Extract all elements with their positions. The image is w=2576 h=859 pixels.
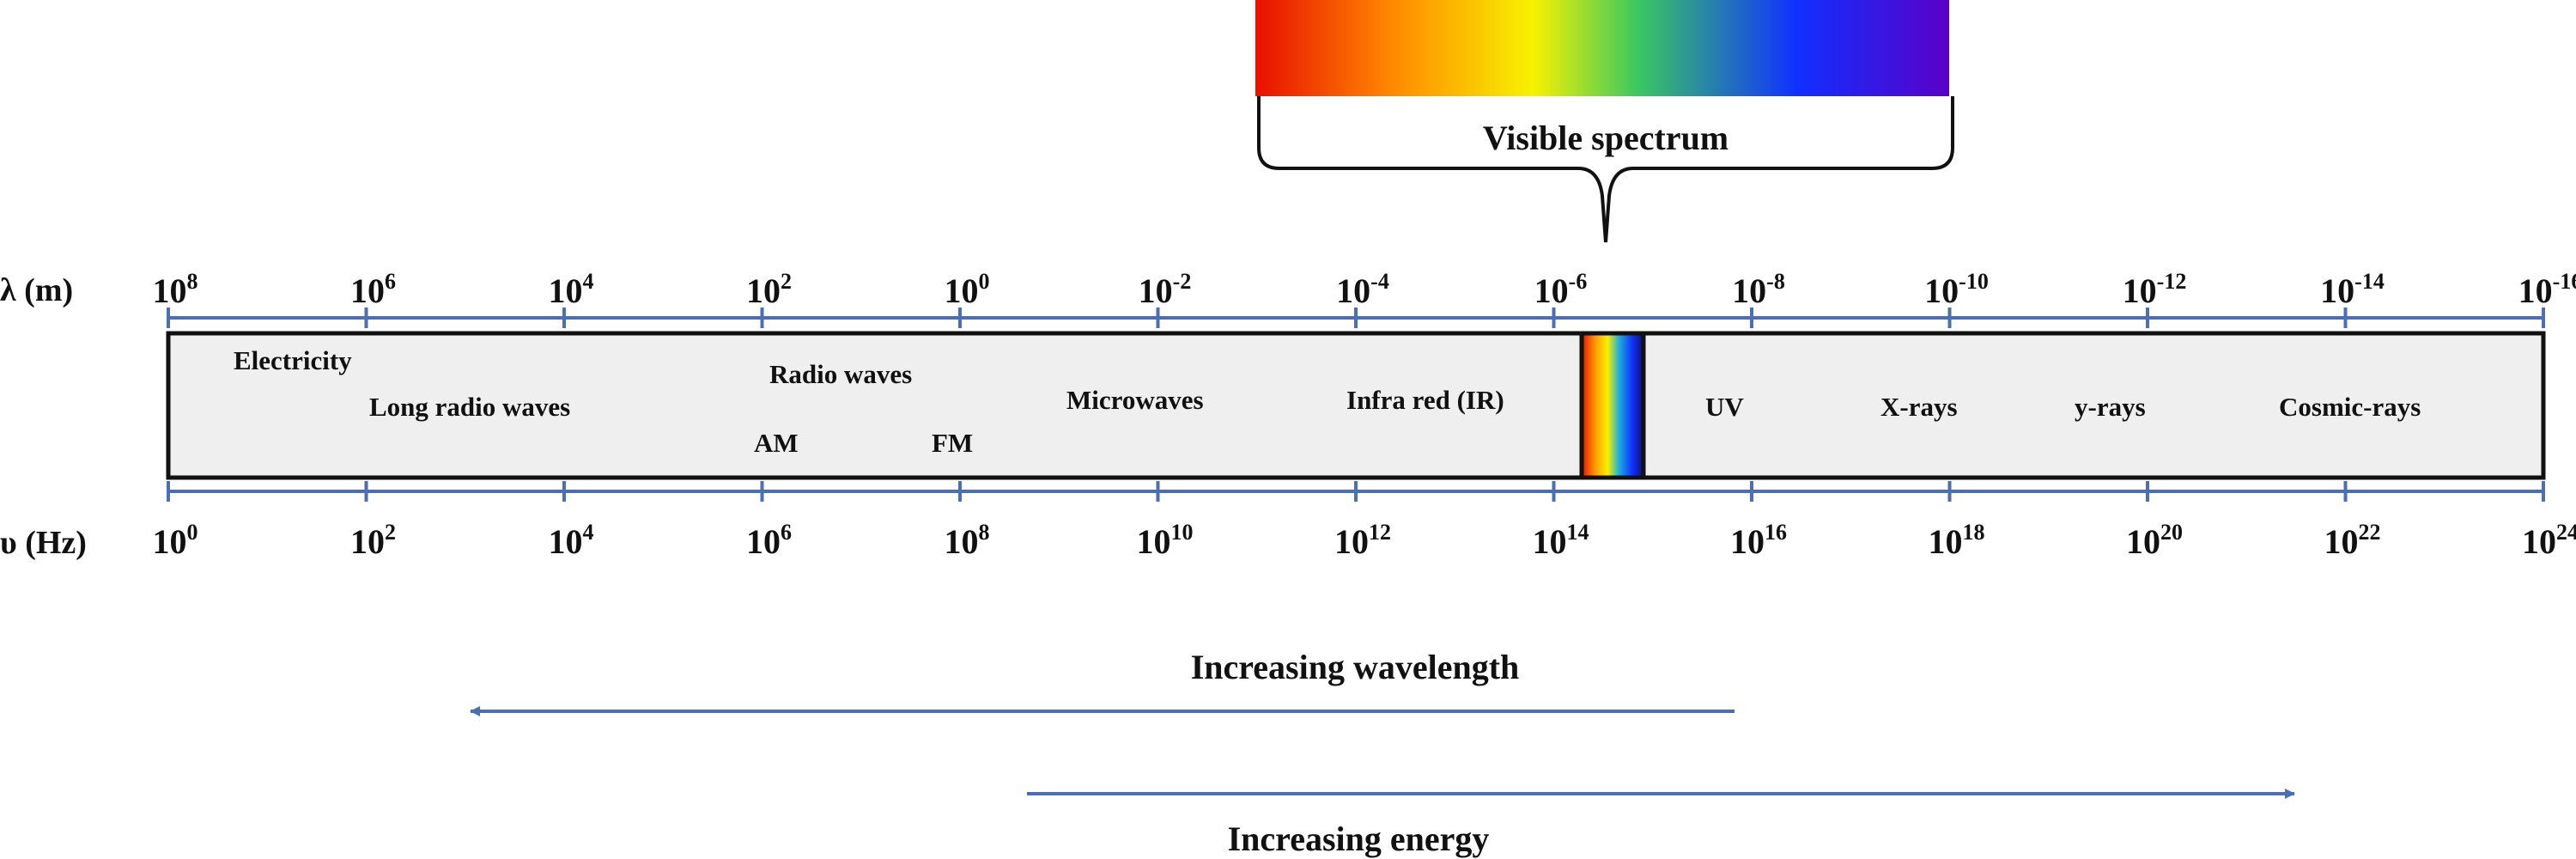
band-am: AM xyxy=(754,428,799,458)
increasing-wavelength-label: Increasing wavelength xyxy=(1191,648,1520,686)
frequency-tick-label: 106 xyxy=(746,520,792,561)
wavelength-tick-label: 102 xyxy=(746,269,792,310)
visible-spectrum-label: Visible spectrum xyxy=(1483,119,1728,157)
wavelength-tick-label: 10-16 xyxy=(2518,269,2576,310)
wavelength-tick-label: 10-4 xyxy=(1336,269,1389,310)
band-cosmic-rays: Cosmic-rays xyxy=(2279,392,2421,422)
frequency-tick-label: 1024 xyxy=(2522,520,2576,561)
frequency-ticks: 100 102 104 106 108 1010 1012 1014 1016 1018 1020 1… xyxy=(153,481,2576,561)
wavelength-tick-label: 10-12 xyxy=(2123,269,2187,310)
band-gamma-rays: y-rays xyxy=(2075,392,2146,422)
band-electricity: Electricity xyxy=(234,345,352,375)
band-microwaves: Microwaves xyxy=(1066,385,1204,415)
visible-spectrum-bracket xyxy=(1257,96,1954,243)
frequency-axis-label: υ (Hz) xyxy=(0,525,87,561)
band-uv: UV xyxy=(1705,392,1744,422)
frequency-tick-label: 1010 xyxy=(1137,520,1194,561)
frequency-tick-label: 1020 xyxy=(2126,520,2183,561)
visible-spectrum-gradient xyxy=(1255,0,1949,96)
wavelength-axis-label: λ (m) xyxy=(0,272,73,308)
visible-band-swatch xyxy=(1579,331,1646,480)
wavelength-tick-label: 108 xyxy=(153,269,198,310)
wavelength-tick-label: 10-10 xyxy=(1924,269,1989,310)
band-radio-waves: Radio waves xyxy=(769,359,912,389)
band-fm: FM xyxy=(932,428,973,458)
frequency-tick-label: 104 xyxy=(549,520,594,561)
spectrum-band-box xyxy=(166,331,2546,480)
frequency-tick-label: 1022 xyxy=(2324,520,2381,561)
wavelength-ticks: 108 106 104 102 100 10-2 10-4 10-6 10-8 10-10 10-1… xyxy=(153,269,2576,328)
frequency-tick-label: 1018 xyxy=(1929,520,1985,561)
wavelength-tick-label: 104 xyxy=(549,269,594,310)
wavelength-tick-label: 10-2 xyxy=(1139,269,1192,310)
band-xrays: X-rays xyxy=(1880,392,1958,422)
wavelength-tick-label: 106 xyxy=(350,269,396,310)
band-long-radio-waves: Long radio waves xyxy=(369,392,570,422)
frequency-tick-label: 100 xyxy=(153,520,198,561)
increasing-energy-label: Increasing energy xyxy=(1228,819,1490,858)
frequency-tick-label: 102 xyxy=(350,520,396,561)
band-infrared: Infra red (IR) xyxy=(1346,385,1504,415)
wavelength-tick-label: 100 xyxy=(945,269,990,310)
wavelength-tick-label: 10-6 xyxy=(1534,269,1588,310)
wavelength-tick-label: 10-8 xyxy=(1732,269,1785,310)
wavelength-tick-label: 10-14 xyxy=(2320,269,2385,310)
frequency-tick-label: 108 xyxy=(945,520,990,561)
frequency-tick-label: 1012 xyxy=(1334,520,1391,561)
frequency-tick-label: 1016 xyxy=(1730,520,1787,561)
frequency-tick-label: 1014 xyxy=(1533,520,1589,561)
